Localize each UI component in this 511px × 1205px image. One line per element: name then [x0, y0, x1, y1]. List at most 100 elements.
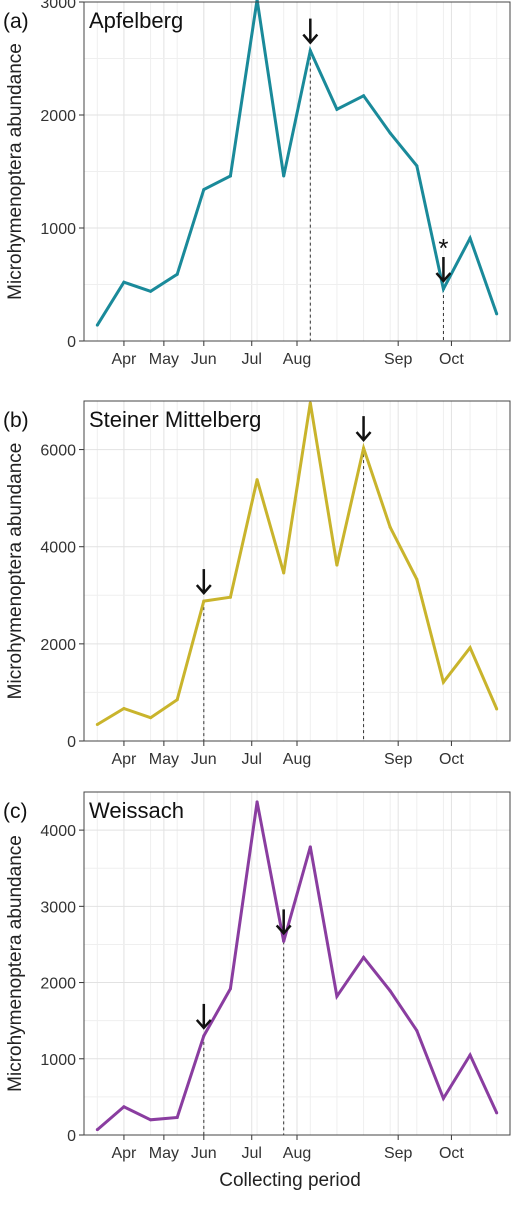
data-point: [308, 845, 312, 849]
arrow-icon: [195, 569, 212, 596]
series-line: [96, 801, 499, 1131]
data-point: [228, 174, 232, 178]
x-tick-label: Sep: [384, 1145, 413, 1162]
x-tick-label: Aug: [283, 351, 311, 368]
x-tick-label: Jun: [191, 351, 217, 368]
y-tick-label: 1000: [40, 221, 76, 238]
x-tick-label: Jun: [191, 751, 217, 768]
data-point: [388, 989, 392, 993]
x-tick-label: May: [149, 1145, 179, 1162]
x-tick-label: Sep: [384, 351, 413, 368]
data-point: [122, 1105, 126, 1109]
x-tick-label: May: [149, 751, 179, 768]
panel-title: Weissach: [89, 798, 184, 823]
series-line: [96, 402, 499, 726]
x-tick-label: Oct: [439, 1145, 464, 1162]
y-axis-label: Microhymenoptera abundance: [5, 835, 26, 1092]
y-tick-label: 2000: [40, 108, 76, 125]
series-line: [96, 0, 499, 326]
data-point: [175, 698, 179, 702]
data-point: [95, 323, 99, 327]
x-tick-label: Jul: [242, 751, 262, 768]
data-point: [282, 174, 286, 178]
data-point: [149, 716, 153, 720]
y-tick-label: 2000: [40, 976, 76, 993]
data-point: [122, 280, 126, 284]
data-point: [441, 287, 445, 291]
panel-2: 0 2000 4000 6000 Apr May Jun Jul Aug Sep Oct Microh…: [3, 400, 511, 768]
x-tick-label: Aug: [283, 1145, 311, 1162]
panel-label: (b): [3, 409, 29, 432]
arrow-icon: [355, 416, 372, 443]
data-point: [335, 994, 339, 998]
x-tick-label: Jun: [191, 1145, 217, 1162]
panel-label: (a): [3, 10, 29, 33]
panel-title: Steiner Mittelberg: [89, 407, 261, 432]
x-tick-label: Apr: [111, 1145, 137, 1162]
data-point: [495, 707, 499, 711]
plot-border: [83, 1, 511, 342]
data-point: [122, 706, 126, 710]
y-tick-label: 0: [67, 734, 76, 751]
x-tick-label: Oct: [439, 351, 464, 368]
y-tick-label: 0: [67, 334, 76, 351]
data-point: [255, 0, 259, 2]
data-point: [495, 1111, 499, 1115]
data-point: [282, 939, 286, 943]
arrow-icon: [302, 18, 319, 45]
data-point: [202, 188, 206, 192]
panel-label: (c): [3, 800, 28, 823]
panel-title: Apfelberg: [89, 8, 183, 33]
y-tick-label: 1000: [40, 1052, 76, 1069]
data-point: [175, 272, 179, 276]
x-tick-label: Jul: [242, 1145, 262, 1162]
y-axis-label: Microhymenoptera abundance: [5, 443, 26, 700]
data-point: [415, 577, 419, 581]
data-point: [415, 164, 419, 168]
data-point: [149, 289, 153, 293]
data-point: [415, 1029, 419, 1033]
y-tick-label: 3000: [40, 899, 76, 916]
data-point: [335, 563, 339, 567]
data-point: [335, 107, 339, 111]
data-point: [175, 1115, 179, 1119]
data-point: [149, 1118, 153, 1122]
data-point: [308, 401, 312, 405]
y-axis-label: Microhymenoptera abundance: [5, 43, 26, 300]
y-tick-label: 4000: [40, 823, 76, 840]
data-point: [308, 49, 312, 53]
y-tick-label: 0: [67, 1128, 76, 1145]
data-point: [362, 94, 366, 98]
x-tick-label: Apr: [111, 751, 137, 768]
data-point: [468, 646, 472, 650]
data-point: [495, 312, 499, 316]
plot-border: [83, 400, 511, 742]
panel-3: 0 1000 2000 3000 4000 Apr May Jun Jul Aug Sep Oct Mi…: [3, 791, 511, 1162]
x-tick-label: Oct: [439, 751, 464, 768]
asterisk-label: *: [438, 233, 448, 263]
x-tick-label: Jul: [242, 351, 262, 368]
data-point: [388, 131, 392, 135]
data-point: [441, 680, 445, 684]
data-point: [202, 599, 206, 603]
data-point: [362, 446, 366, 450]
arrow-icon: [195, 1003, 212, 1030]
y-tick-label: 6000: [40, 443, 76, 460]
data-point: [95, 1128, 99, 1132]
data-point: [388, 525, 392, 529]
data-point: [468, 1053, 472, 1057]
data-point: [228, 987, 232, 991]
x-tick-label: Apr: [111, 351, 137, 368]
arrow-icon: [435, 257, 452, 283]
data-point: [95, 722, 99, 726]
data-point: [255, 800, 259, 804]
plot-border: [83, 791, 511, 1136]
x-tick-label: May: [149, 351, 179, 368]
x-tick-label: Aug: [283, 751, 311, 768]
data-point: [441, 1096, 445, 1100]
y-tick-label: 2000: [40, 637, 76, 654]
data-point: [255, 478, 259, 482]
panel-1: 0 1000 2000 3000 Apr May Jun Jul Aug Sep Oct Microh…: [3, 0, 511, 368]
